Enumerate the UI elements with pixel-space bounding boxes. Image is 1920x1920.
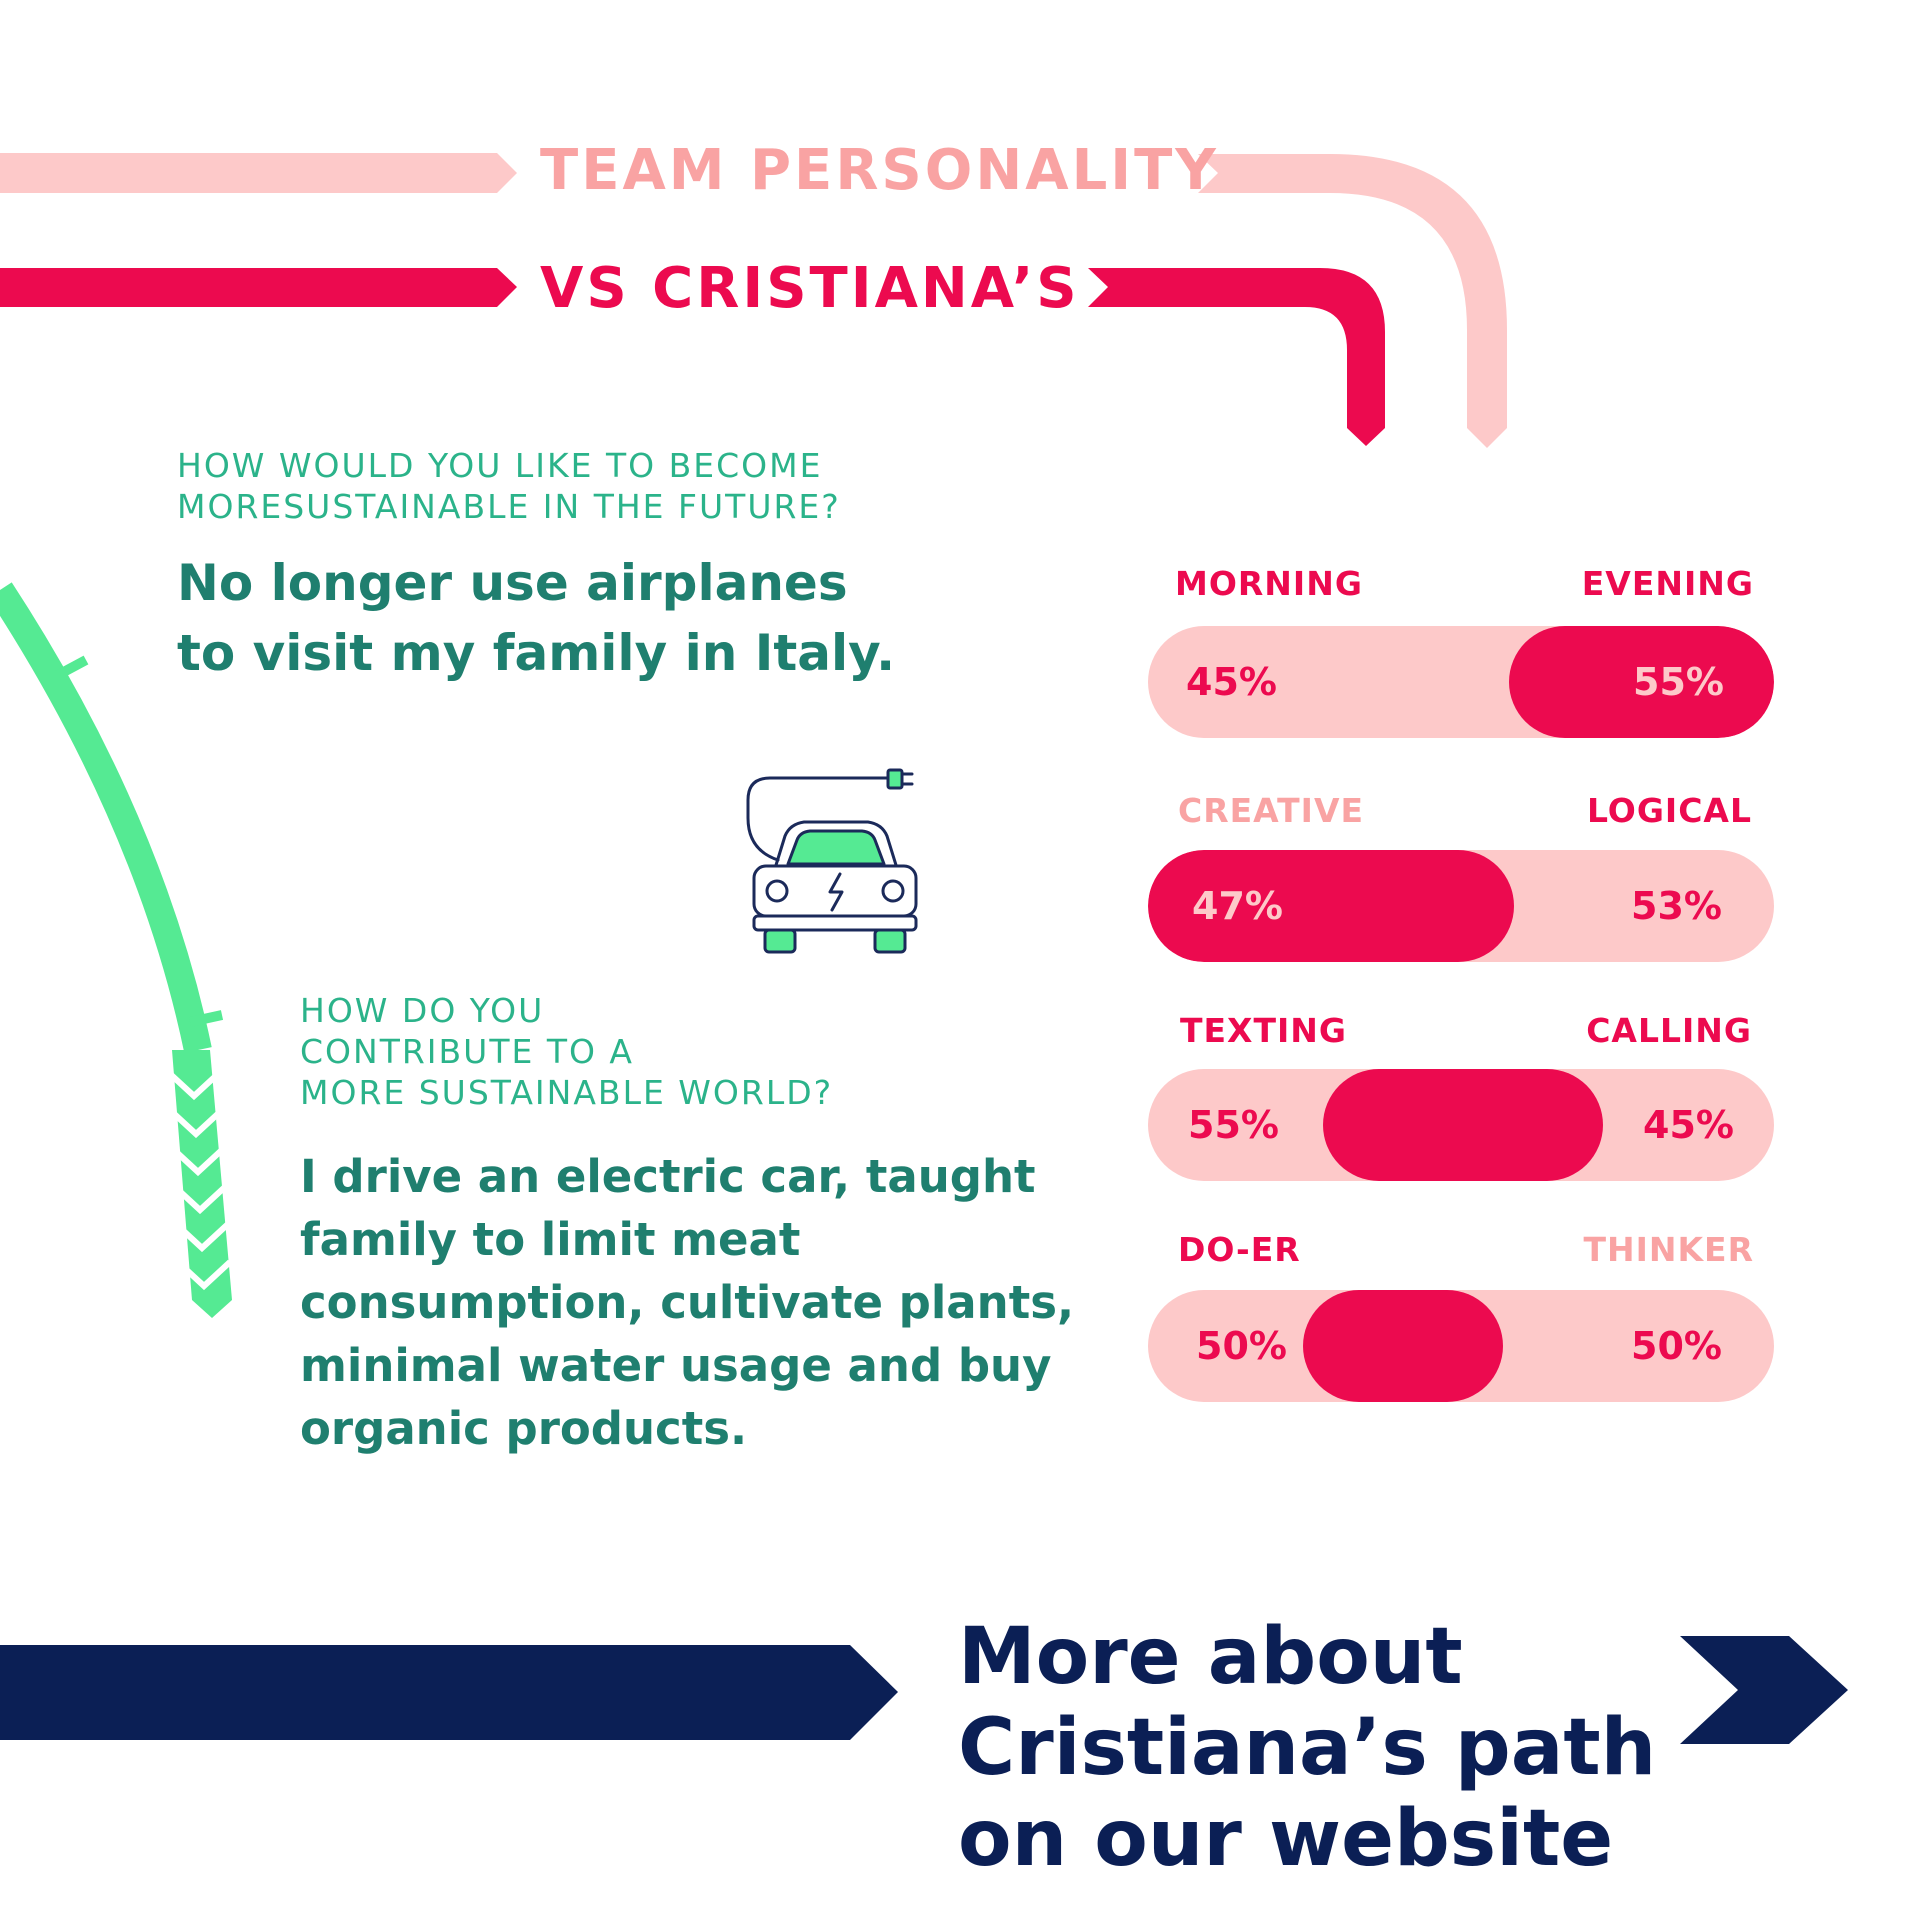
trait-fill xyxy=(1509,626,1774,738)
answer-2: I drive an electric car, taught family t… xyxy=(300,1150,1075,1455)
trait-bar-doer-thinker: 50% 50% xyxy=(1148,1290,1774,1402)
header-title-vs: VS CRISTIANA’S xyxy=(540,256,1080,321)
question-2: HOW DO YOU CONTRIBUTE TO A MORE SUSTAINA… xyxy=(300,991,834,1112)
trait-label-thinker: THINKER xyxy=(1583,1230,1754,1269)
trait-label-evening: EVENING xyxy=(1581,564,1754,603)
green-tick xyxy=(188,1010,224,1027)
trait-pct-right: 55% xyxy=(1633,660,1724,704)
dark-arrow-right xyxy=(1088,268,1385,446)
trait-label-texting: TEXTING xyxy=(1180,1011,1347,1050)
question-1: HOW WOULD YOU LIKE TO BECOME MORESUSTAIN… xyxy=(177,446,841,526)
answer-1: No longer use airplanes to visit my fami… xyxy=(177,554,896,682)
cta-arrow-left xyxy=(0,1645,898,1740)
trait-label-doer: DO-ER xyxy=(1178,1230,1301,1269)
dark-arrow-left xyxy=(0,268,517,307)
trait-pct-right: 45% xyxy=(1643,1103,1734,1147)
trait-pct-left: 55% xyxy=(1188,1103,1279,1147)
trait-fill xyxy=(1323,1069,1603,1181)
trait-fill xyxy=(1303,1290,1503,1402)
trait-pct-right: 53% xyxy=(1631,884,1722,928)
cta-arrow-right[interactable] xyxy=(1680,1636,1848,1744)
green-chevron-tail xyxy=(172,1050,232,1318)
trait-label-morning: MORNING xyxy=(1175,564,1363,603)
trait-pct-left: 45% xyxy=(1186,660,1277,704)
trait-label-creative: CREATIVE xyxy=(1178,791,1365,830)
header-title-team: TEAM PERSONALITY xyxy=(540,138,1219,203)
light-arrow-right xyxy=(1198,154,1507,448)
cta-website-link[interactable]: More about Cristiana’s path on our websi… xyxy=(958,1612,1657,1884)
green-tick xyxy=(55,655,89,680)
trait-bar-texting-calling: 55% 45% xyxy=(1148,1069,1774,1181)
green-chevrons xyxy=(165,1069,233,1291)
green-path xyxy=(0,582,212,1053)
trait-bar-creative-logical: 47% 53% xyxy=(1148,850,1774,962)
trait-pct-left: 50% xyxy=(1196,1324,1287,1368)
trait-label-logical: LOGICAL xyxy=(1586,791,1752,830)
trait-label-calling: CALLING xyxy=(1586,1011,1752,1050)
trait-pct-right: 50% xyxy=(1631,1324,1722,1368)
trait-pct-left: 47% xyxy=(1192,884,1283,928)
light-arrow-left xyxy=(0,153,517,193)
electric-car-icon xyxy=(746,768,918,954)
trait-bar-morning-evening: 45% 55% xyxy=(1148,626,1774,738)
trait-fill xyxy=(1148,850,1514,962)
